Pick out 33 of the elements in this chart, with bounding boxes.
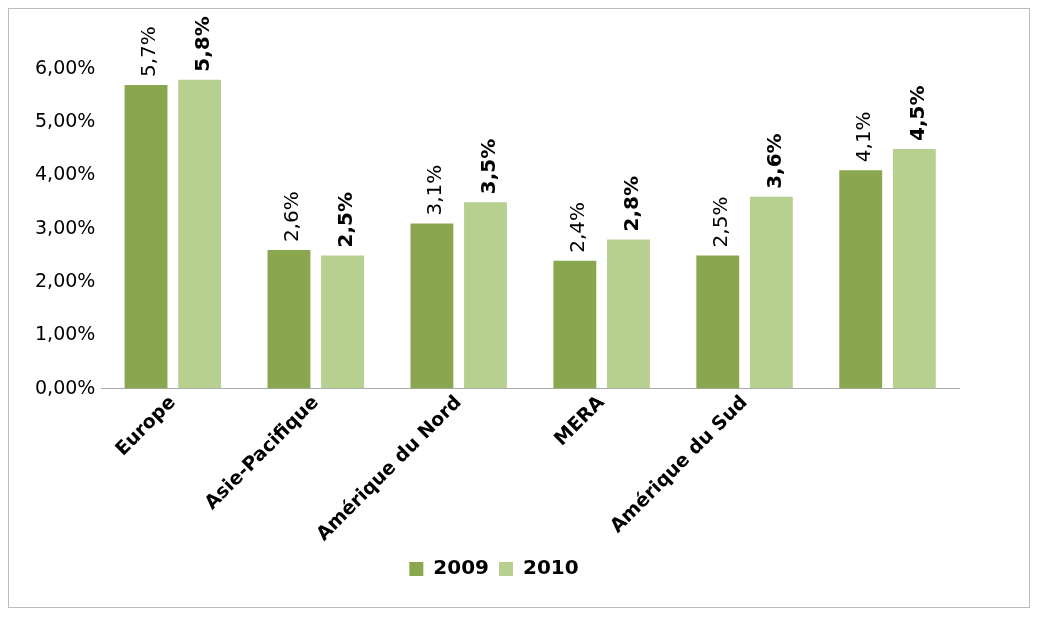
y-tick-label: 5,00%	[35, 109, 96, 132]
bar	[839, 170, 883, 389]
y-tick-label: 3,00%	[35, 215, 96, 238]
data-label: 2,5%	[707, 196, 732, 248]
data-label: 2,5%	[332, 191, 357, 248]
data-label: 4,1%	[850, 111, 875, 163]
data-label: 5,8%	[189, 16, 214, 72]
y-tick-label: 0,00%	[35, 375, 96, 398]
y-tick-label: 6,00%	[35, 55, 96, 78]
bar	[267, 250, 311, 389]
bar	[178, 79, 222, 389]
data-label: 3,6%	[761, 133, 786, 189]
bar	[553, 260, 597, 389]
data-label: 2,6%	[279, 191, 304, 243]
data-label: 4,5%	[904, 85, 929, 141]
legend-label: 2009	[433, 555, 490, 580]
data-label: 3,5%	[475, 138, 500, 195]
y-tick-label: 1,00%	[35, 322, 96, 345]
bar	[464, 202, 507, 389]
data-label: 2,4%	[565, 201, 590, 253]
y-tick-label: 2,00%	[35, 269, 96, 291]
bar	[124, 84, 168, 389]
y-tick-label: 4,00%	[35, 162, 96, 185]
bar	[892, 148, 936, 389]
data-label: 3,1%	[422, 164, 447, 216]
legend-label: 2010	[523, 555, 579, 580]
data-label: 5,7%	[136, 26, 161, 77]
bar	[410, 223, 454, 389]
bar	[321, 255, 365, 389]
bar	[607, 239, 650, 389]
data-label: 2,8%	[618, 175, 643, 232]
bar	[749, 196, 793, 389]
bar	[696, 255, 740, 389]
